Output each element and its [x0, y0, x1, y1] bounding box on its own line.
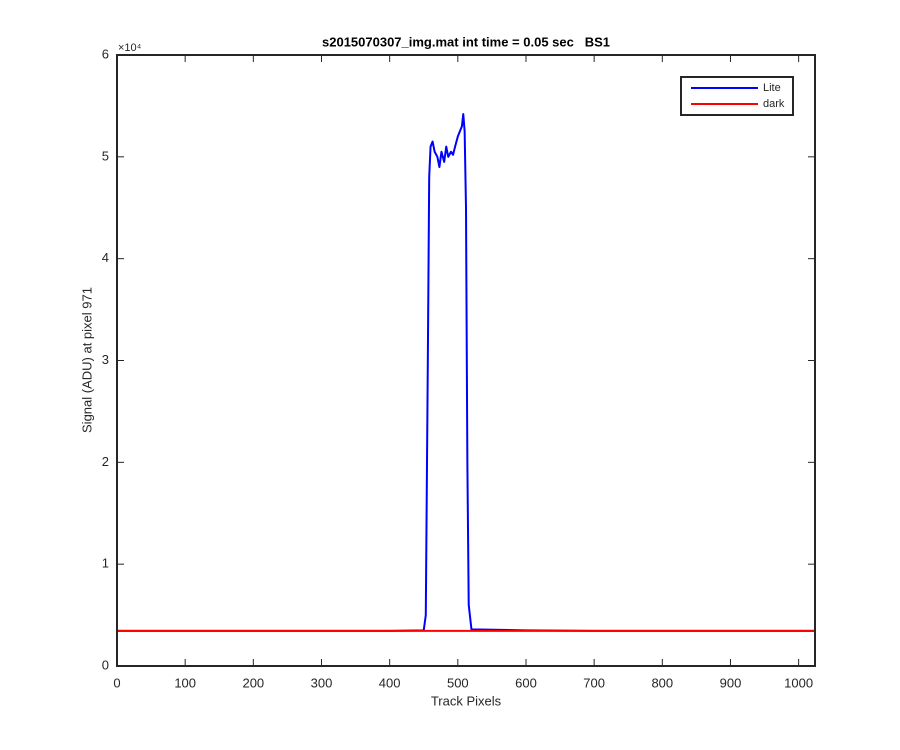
x-tick-label: 1000 — [784, 675, 813, 690]
y-tick-label: 5 — [102, 148, 109, 163]
y-tick-label: 0 — [102, 657, 109, 672]
y-tick-label: 4 — [102, 250, 109, 265]
y-tick-label: 6 — [102, 46, 109, 61]
y-tick-label: 2 — [102, 454, 109, 469]
x-tick-label: 200 — [242, 675, 264, 690]
legend-label: dark — [763, 98, 785, 110]
legend-label: Lite — [763, 82, 781, 94]
x-tick-label: 300 — [311, 675, 333, 690]
x-tick-label: 900 — [720, 675, 742, 690]
y-exponent-label: ×10⁴ — [118, 42, 142, 54]
axes-box — [116, 54, 816, 667]
x-tick-label: 600 — [515, 675, 537, 690]
legend-box — [680, 76, 794, 116]
y-tick-label: 1 — [102, 556, 109, 571]
y-tick-label: 3 — [102, 352, 109, 367]
chart-title: s2015070307_img.mat int time = 0.05 sec … — [322, 34, 610, 49]
x-tick-label: 100 — [174, 675, 196, 690]
data-line — [117, 113, 815, 632]
x-axis-label: Track Pixels — [431, 693, 502, 708]
y-axis-label: Signal (ADU) at pixel 971 — [79, 287, 94, 433]
x-tick-label: 700 — [583, 675, 605, 690]
x-tick-label: 0 — [113, 675, 120, 690]
x-tick-label: 800 — [651, 675, 673, 690]
x-tick-label: 400 — [379, 675, 401, 690]
x-tick-label: 500 — [447, 675, 469, 690]
